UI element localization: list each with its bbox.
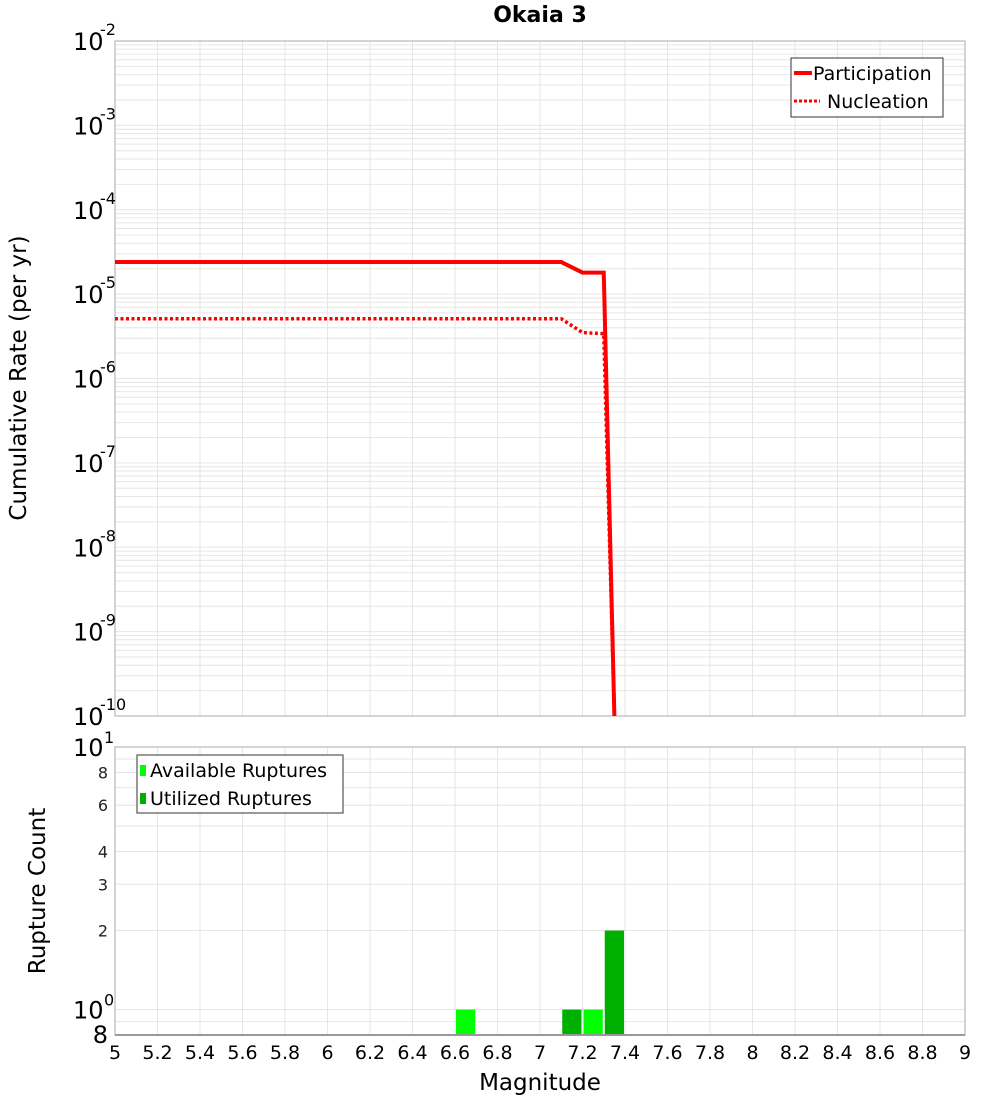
top-legend: Participation Nucleation xyxy=(790,57,944,118)
svg-text:-9: -9 xyxy=(100,611,116,630)
x-tick-label: 8.6 xyxy=(865,1042,895,1064)
x-tick-label: 6.8 xyxy=(482,1042,512,1064)
bottom-y-axis-label: Rupture Count xyxy=(25,808,51,974)
svg-text:10: 10 xyxy=(73,534,104,562)
y-minor-tick-label: 8 xyxy=(98,763,108,782)
y-tick-label: 10-7 xyxy=(73,442,116,478)
x-tick-label: 7.8 xyxy=(695,1042,725,1064)
y-tick-label: 10-10 xyxy=(73,695,126,731)
svg-text:10: 10 xyxy=(73,197,104,225)
svg-text:10: 10 xyxy=(73,703,104,731)
svg-text:-10: -10 xyxy=(100,695,126,714)
x-tick-label: 5.2 xyxy=(142,1042,172,1064)
x-tick-label: 8 xyxy=(746,1042,758,1064)
y-minor-tick-label: 4 xyxy=(98,842,108,861)
x-tick-label: 7 xyxy=(534,1042,546,1064)
svg-text:10: 10 xyxy=(73,281,104,309)
participation-line xyxy=(115,260,617,717)
y-tick-label: 10-5 xyxy=(73,273,116,309)
legend-nucleation: Nucleation xyxy=(827,91,929,113)
svg-text:-4: -4 xyxy=(100,189,116,208)
chart-title: Okaia 3 xyxy=(493,3,587,28)
y-tick-label: 8 xyxy=(93,1021,108,1049)
legend-available: Available Ruptures xyxy=(150,760,327,782)
top-y-axis-label: Cumulative Rate (per yr) xyxy=(6,235,32,520)
x-tick-label: 8.2 xyxy=(780,1042,810,1064)
y-tick-label: 10 0 xyxy=(73,991,114,1025)
x-tick-label: 5.8 xyxy=(270,1042,300,1064)
svg-text:0: 0 xyxy=(104,991,114,1010)
y-tick-label: 10-8 xyxy=(73,526,116,562)
svg-text:10: 10 xyxy=(73,619,104,647)
x-tick-label: 6.2 xyxy=(355,1042,385,1064)
bottom-plot-bars xyxy=(456,930,624,1035)
y-tick-label: 10-6 xyxy=(73,358,116,394)
y-tick-label: 10-2 xyxy=(73,20,116,56)
top-y-axis-ticks: 10-210-310-410-510-610-710-810-910-10 xyxy=(73,20,126,731)
x-tick-label: 9 xyxy=(959,1042,971,1064)
svg-text:10: 10 xyxy=(73,366,104,394)
svg-text:-6: -6 xyxy=(100,358,116,377)
x-tick-label: 6.4 xyxy=(397,1042,427,1064)
svg-text:10: 10 xyxy=(73,450,104,478)
y-minor-tick-label: 6 xyxy=(98,796,108,815)
x-tick-label: 5.6 xyxy=(227,1042,257,1064)
svg-text:-7: -7 xyxy=(100,442,116,461)
svg-text:1: 1 xyxy=(104,728,114,747)
x-tick-label: 7.4 xyxy=(610,1042,640,1064)
utilized-legend-swatch xyxy=(140,793,146,804)
y-tick-label: 10-4 xyxy=(73,189,116,225)
svg-text:10: 10 xyxy=(73,734,104,762)
svg-text:-8: -8 xyxy=(100,526,116,545)
x-tick-label: 8.8 xyxy=(907,1042,937,1064)
top-legend-box xyxy=(790,57,944,118)
x-tick-label: 8.4 xyxy=(822,1042,852,1064)
available-rupture-bar xyxy=(583,1009,603,1035)
y-tick-label: 10 1 xyxy=(73,728,114,762)
x-axis-label: Magnitude xyxy=(479,1070,601,1096)
y-tick-label: 10-3 xyxy=(73,104,116,140)
bottom-legend-box xyxy=(136,754,344,814)
top-plot-frame xyxy=(114,40,966,717)
legend-participation: Participation xyxy=(813,63,932,85)
utilized-rupture-bar xyxy=(562,1009,582,1035)
x-tick-label: 5 xyxy=(109,1042,121,1064)
svg-text:10: 10 xyxy=(73,112,104,140)
svg-text:-5: -5 xyxy=(100,273,116,292)
available-legend-swatch xyxy=(140,765,146,776)
svg-text:-2: -2 xyxy=(100,20,116,39)
svg-text:10: 10 xyxy=(73,997,104,1025)
svg-text:-3: -3 xyxy=(100,104,116,123)
nucleation-line xyxy=(115,317,617,717)
svg-text:10: 10 xyxy=(73,28,104,56)
x-tick-label: 7.6 xyxy=(652,1042,682,1064)
x-axis-ticks: 5 5.2 5.4 5.6 5.8 6 6.2 6.4 6.6 6.8 7 7.2 7.4 7.6 7.8 8… xyxy=(109,1042,971,1064)
available-rupture-bar xyxy=(456,1009,476,1035)
top-plot-series xyxy=(115,260,617,717)
bottom-legend: Available Ruptures Utilized Ruptures xyxy=(136,754,344,814)
legend-utilized: Utilized Ruptures xyxy=(150,788,312,810)
utilized-rupture-bar xyxy=(604,930,624,1035)
x-tick-label: 5.4 xyxy=(185,1042,215,1064)
y-tick-label: 10-9 xyxy=(73,611,116,647)
x-tick-label: 6.6 xyxy=(440,1042,470,1064)
x-tick-label: 7.2 xyxy=(567,1042,597,1064)
y-minor-tick-label: 2 xyxy=(98,922,108,941)
x-tick-label: 6 xyxy=(321,1042,333,1064)
top-plot-grid xyxy=(114,41,966,717)
y-minor-tick-label: 3 xyxy=(98,875,108,894)
